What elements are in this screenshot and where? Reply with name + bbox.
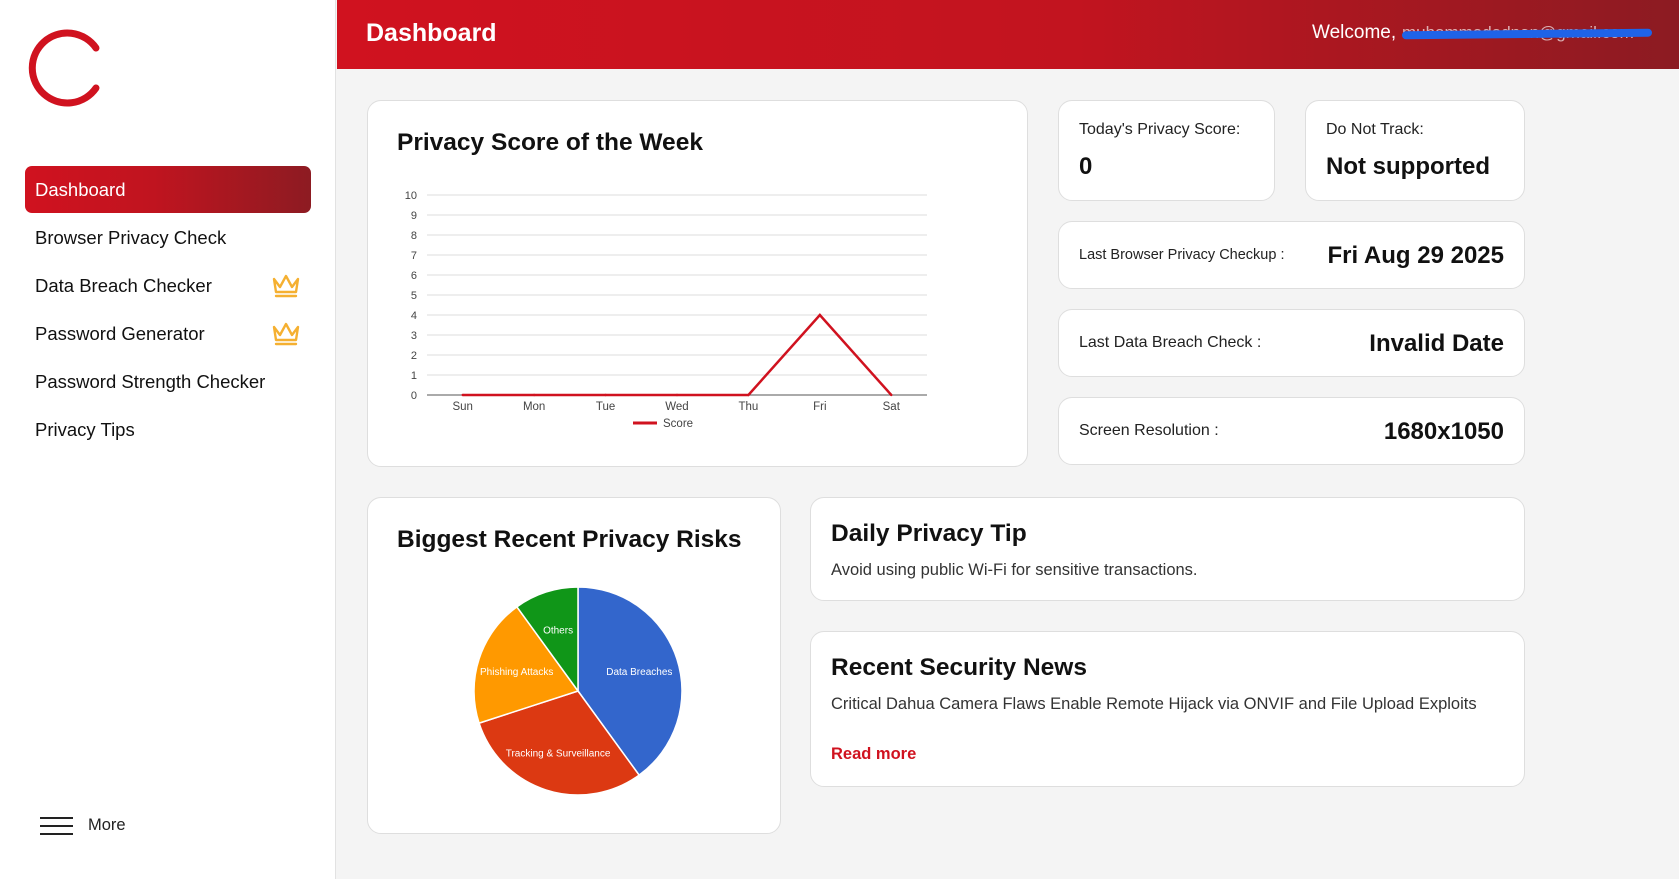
page-title: Dashboard xyxy=(366,19,497,47)
do-not-track-value: Not supported xyxy=(1326,153,1490,180)
y-tick-label: 6 xyxy=(411,270,417,282)
x-tick-label: Fri xyxy=(813,401,826,413)
sidebar-item-browser-privacy-check[interactable]: Browser Privacy Check xyxy=(25,214,311,261)
news-text: Critical Dahua Camera Flaws Enable Remot… xyxy=(831,695,1477,713)
pie-slice-label: Phishing Attacks xyxy=(480,667,553,678)
pie-slice-label: Others xyxy=(543,626,573,637)
do-not-track-card: Do Not Track: Not supported xyxy=(1305,100,1525,201)
crown-icon xyxy=(272,322,300,345)
y-tick-label: 2 xyxy=(411,350,417,362)
sidebar-nav: Dashboard Browser Privacy Check Data Bre… xyxy=(25,166,311,454)
sidebar-item-dashboard[interactable]: Dashboard xyxy=(25,166,311,213)
y-tick-label: 5 xyxy=(411,290,417,302)
pie-slice xyxy=(515,586,579,694)
y-tick-label: 0 xyxy=(411,390,417,402)
news-title: Recent Security News xyxy=(831,654,1087,681)
y-tick-label: 3 xyxy=(411,330,417,342)
y-tick-label: 10 xyxy=(405,190,417,202)
daily-privacy-tip-card: Daily Privacy Tip Avoid using public Wi-… xyxy=(810,497,1525,601)
y-tick-label: 9 xyxy=(411,210,417,222)
y-tick-label: 1 xyxy=(411,370,417,382)
data-point xyxy=(532,393,536,397)
sidebar-item-privacy-tips[interactable]: Privacy Tips xyxy=(25,406,311,453)
x-tick-label: Mon xyxy=(523,401,545,413)
last-checkup-label: Last Browser Privacy Checkup : xyxy=(1079,247,1285,263)
pie-slice-label: Data Breaches xyxy=(606,667,672,678)
more-label: More xyxy=(88,816,126,834)
last-breach-check-value: Invalid Date xyxy=(1369,330,1504,357)
crown-icon xyxy=(272,274,300,297)
data-point xyxy=(675,393,679,397)
screen-resolution-card: Screen Resolution : 1680x1050 xyxy=(1058,397,1525,465)
read-more-link[interactable]: Read more xyxy=(831,745,917,763)
data-point xyxy=(604,393,607,397)
y-tick-label: 7 xyxy=(411,250,417,262)
top-header: Dashboard Welcome, muhammadadnan@gmail.c… xyxy=(337,0,1679,69)
sidebar-item-password-generator[interactable]: Password Generator xyxy=(25,310,311,357)
x-tick-label: Sun xyxy=(452,401,472,413)
chart-title: Privacy Score of the Week xyxy=(397,129,703,156)
security-news-card: Recent Security News Critical Dahua Came… xyxy=(810,631,1525,787)
privacy-risks-card: Biggest Recent Privacy Risks Data Breach… xyxy=(367,497,781,834)
last-breach-check-label: Last Data Breach Check : xyxy=(1079,334,1262,351)
data-point xyxy=(818,313,822,317)
last-breach-check-card: Last Data Breach Check : Invalid Date xyxy=(1058,309,1525,377)
pie-slice xyxy=(577,586,683,777)
x-tick-label: Sat xyxy=(883,401,901,413)
weekly-privacy-score-card: Privacy Score of the Week 0 1 2 3 4 5 6 7 8 9 10 Su… xyxy=(367,100,1028,467)
screen-resolution-value: 1680x1050 xyxy=(1383,418,1504,445)
tip-title: Daily Privacy Tip xyxy=(831,520,1027,547)
last-checkup-card: Last Browser Privacy Checkup : Fri Aug 2… xyxy=(1058,221,1525,289)
pie-slice xyxy=(473,605,580,725)
sidebar-item-label: Privacy Tips xyxy=(35,418,135,440)
privacy-score-value: 0 xyxy=(1079,153,1093,180)
sidebar-item-password-strength-checker[interactable]: Password Strength Checker xyxy=(25,358,311,405)
legend-label: Score xyxy=(663,418,693,430)
sidebar-item-label: Browser Privacy Check xyxy=(35,226,227,248)
data-point xyxy=(890,393,893,397)
sidebar-item-data-breach-checker[interactable]: Data Breach Checker xyxy=(25,262,311,309)
sidebar-item-label: Password Generator xyxy=(35,322,205,344)
privacy-risks-pie-chart: Data Breaches Tracking & Surveillance Phis… xyxy=(473,586,683,796)
hamburger-icon xyxy=(40,816,73,835)
data-point xyxy=(461,393,464,397)
x-tick-label: Thu xyxy=(739,401,759,413)
sidebar-item-label: Data Breach Checker xyxy=(35,274,212,296)
privacy-score-card: Today's Privacy Score: 0 xyxy=(1058,100,1275,201)
pie-slice-label: Tracking & Surveillance xyxy=(506,748,611,759)
weekly-score-line-chart: 0 1 2 3 4 5 6 7 8 9 10 Sun Mon Tue Wed Thu Fri Sat Score xyxy=(405,190,927,430)
last-checkup-value: Fri Aug 29 2025 xyxy=(1327,242,1504,269)
pie-slice xyxy=(478,690,641,796)
c-ring-logo-icon xyxy=(28,29,100,107)
sidebar-item-label: Password Strength Checker xyxy=(35,370,266,392)
sidebar: Dashboard Browser Privacy Check Data Bre… xyxy=(0,0,336,879)
data-point xyxy=(747,393,750,397)
x-tick-label: Wed xyxy=(665,401,688,413)
y-tick-label: 4 xyxy=(411,310,417,322)
tip-text: Avoid using public Wi-Fi for sensitive t… xyxy=(831,561,1198,579)
screen-resolution-label: Screen Resolution : xyxy=(1079,422,1219,439)
sidebar-item-label: Dashboard xyxy=(35,178,126,200)
x-tick-label: Tue xyxy=(596,401,615,413)
welcome-label: Welcome, xyxy=(1312,22,1397,43)
y-tick-label: 8 xyxy=(411,230,417,242)
privacy-score-label: Today's Privacy Score: xyxy=(1079,121,1241,138)
do-not-track-label: Do Not Track: xyxy=(1326,121,1424,138)
more-menu-button[interactable]: More xyxy=(40,816,126,835)
pie-chart-title: Biggest Recent Privacy Risks xyxy=(397,526,742,553)
